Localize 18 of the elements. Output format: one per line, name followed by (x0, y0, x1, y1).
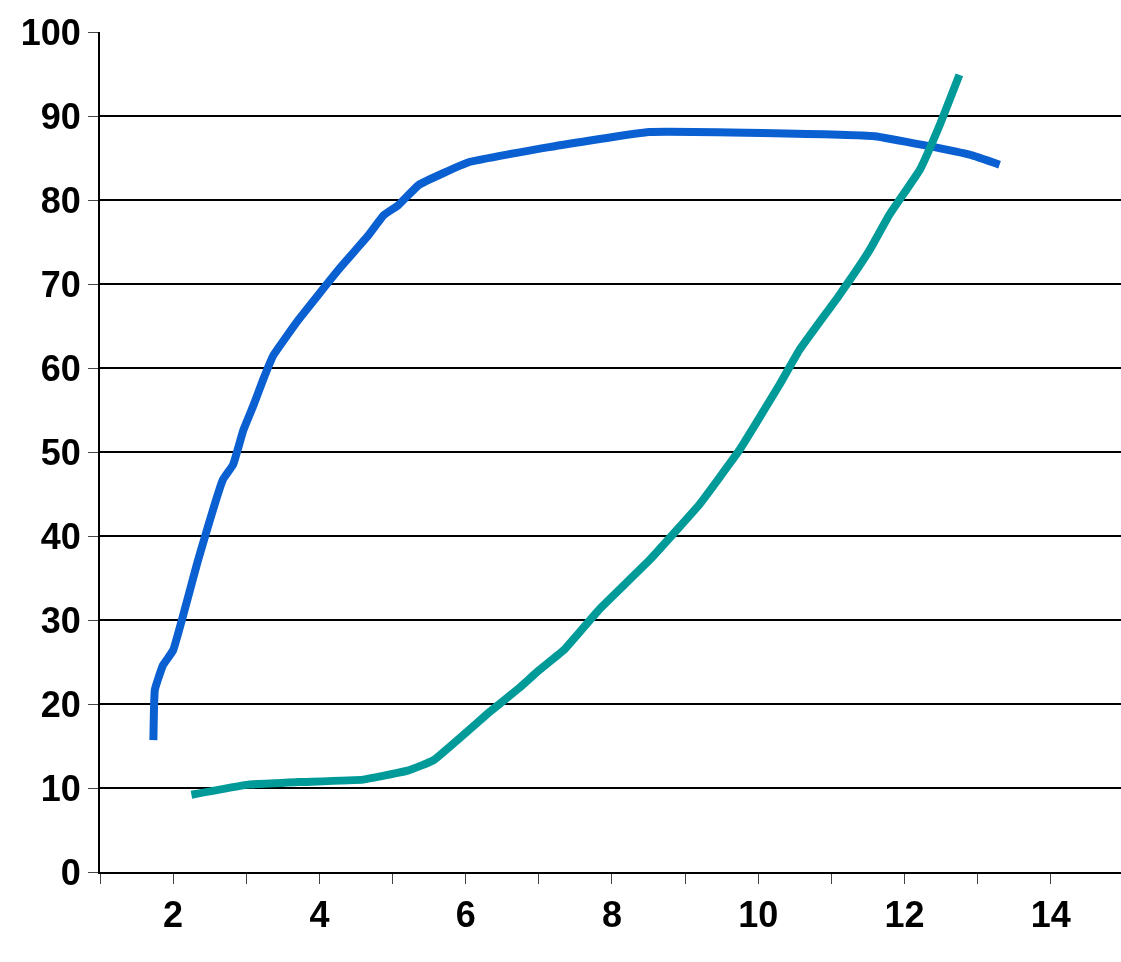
y-tick-label: 80 (40, 179, 81, 221)
x-tick-label: 4 (309, 894, 330, 936)
y-tick-label: 60 (40, 347, 81, 389)
x-tick-label: 6 (455, 894, 476, 936)
y-tick-label: 50 (40, 431, 81, 473)
x-tick-label: 2 (163, 894, 184, 936)
y-tick-label: 30 (40, 599, 81, 641)
y-tick-label: 10 (40, 767, 81, 809)
x-tick-label: 10 (738, 894, 779, 936)
y-tick-label: 70 (40, 263, 81, 305)
x-tick-label: 14 (1030, 894, 1071, 936)
y-tick-label: 40 (40, 515, 81, 557)
x-tick-label: 8 (601, 894, 622, 936)
y-tick-label: 0 (60, 851, 81, 893)
y-tick-label: 90 (40, 95, 81, 137)
x-tick-label: 12 (884, 894, 925, 936)
y-tick-label: 20 (40, 683, 81, 725)
y-tick-label: 100 (20, 11, 81, 53)
